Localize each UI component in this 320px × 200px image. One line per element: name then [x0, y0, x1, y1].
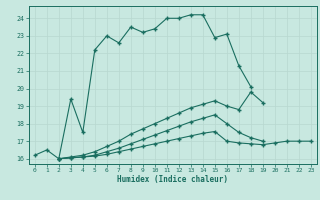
X-axis label: Humidex (Indice chaleur): Humidex (Indice chaleur) [117, 175, 228, 184]
